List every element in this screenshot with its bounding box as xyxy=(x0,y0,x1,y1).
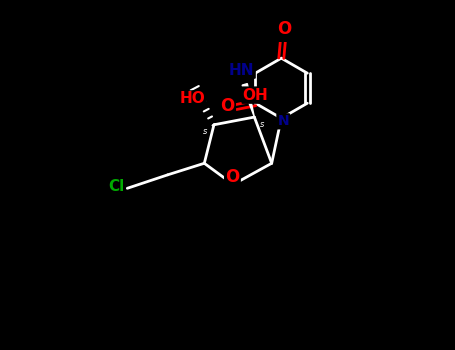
Text: N: N xyxy=(278,114,289,128)
Text: s: s xyxy=(260,119,264,128)
Text: s: s xyxy=(203,127,207,136)
Polygon shape xyxy=(242,84,254,117)
Text: O: O xyxy=(277,20,291,37)
Text: O: O xyxy=(225,168,239,186)
Text: HN: HN xyxy=(229,63,255,78)
Text: O: O xyxy=(221,97,235,115)
Text: HO: HO xyxy=(180,91,206,106)
Text: Cl: Cl xyxy=(108,179,125,194)
Text: OH: OH xyxy=(243,88,268,103)
